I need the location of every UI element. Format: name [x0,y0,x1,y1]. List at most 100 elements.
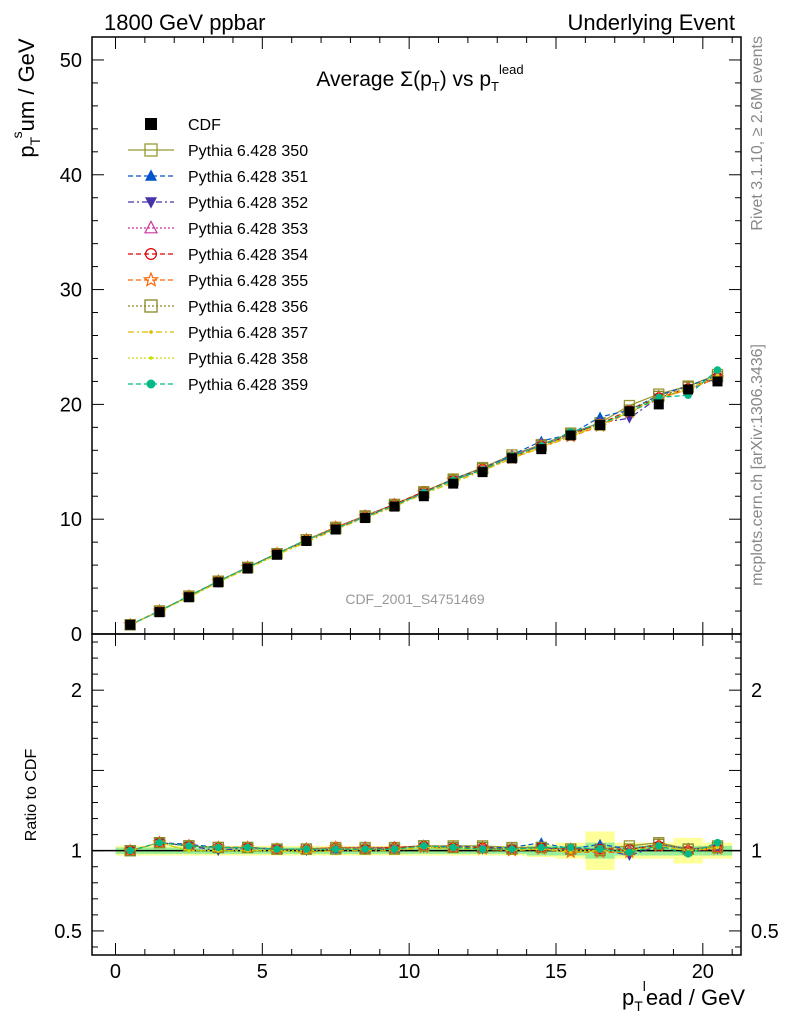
legend-label-cdf: CDF [188,117,221,134]
cdf-data-point [154,607,165,618]
legend-label: Pythia 6.428 359 [188,377,308,394]
mcplots-label: mcplots.cern.ch [arXiv:1306.3436] [749,344,766,586]
rivet-label: Rivet 3.1.10, ≥ 2.6M events [749,36,766,231]
legend-marker [145,169,157,181]
legend-marker [144,299,158,313]
ratio-series-point [243,843,252,852]
ratio-y-tick-label-right: 0.5 [751,921,779,943]
ratio-series-point [715,845,720,850]
cdf-data-point [125,619,136,630]
cdf-data-point [330,524,341,535]
ratio-series-point [508,845,516,853]
cdf-data-point [683,384,694,395]
ratio-y-tick-label-right: 2 [751,680,762,702]
series-point [713,366,722,374]
cdf-data-point [301,536,312,547]
legend-marker [146,379,156,389]
xlabel-sup: l [643,978,646,994]
xlabel: pTlead / GeV [622,978,745,1014]
analysis-watermark: CDF_2001_S4751469 [345,591,485,607]
legend-label: Pythia 6.428 355 [188,273,308,290]
x-tick-label: 15 [545,961,567,983]
x-tick-label: 20 [692,961,714,983]
xlabel-rest: ead / GeV [646,985,745,1010]
ratio-y-tick-label-left: 2 [71,680,82,702]
main-ylabel: pTsum / GeV [9,38,43,157]
cdf-data-point [712,376,723,387]
main-ylabel-p: p [14,145,39,157]
header-left: 1800 GeV ppbar [104,10,265,35]
legend-marker [142,271,160,287]
series-point [595,411,606,422]
ratio-series-point [361,845,369,853]
ratio-series-line [130,841,718,852]
main-title-part1: Average Σ(p [316,68,431,91]
ratio-series-point [625,848,634,857]
x-tick-label: 5 [257,961,268,983]
ratio-series-point [273,845,281,853]
legend-label: Pythia 6.428 356 [188,299,308,316]
ratio-series-point [126,846,134,855]
main-ylabel-sup: s [9,131,25,138]
ratio-series-point [537,843,546,852]
cdf-data-point [565,430,576,441]
main-title-sup2: lead [499,62,524,77]
xlabel-sub: T [634,998,643,1014]
cdf-data-point [360,513,371,524]
main-ylabel-rest: um / GeV [14,38,39,131]
legend-label: Pythia 6.428 357 [188,325,308,342]
ratio-series-point [596,845,604,853]
legend-marker [149,330,153,334]
cdf-data-point [477,467,488,478]
legend-label: Pythia 6.428 354 [188,247,308,264]
main-title-sub1: T [432,79,440,94]
cdf-data-point [595,420,606,431]
ratio-series-point [713,838,722,847]
legend-label: Pythia 6.428 350 [188,143,308,160]
main-title: Average Σ(pT) vs pTlead [316,62,523,94]
cdf-data-point [624,406,635,417]
ratio-series-point [684,850,692,858]
cdf-data-point [389,501,400,512]
ratio-series-point [155,838,164,847]
main-axes: 0 10 20 30 40 50 [60,36,742,646]
cdf-data-point [213,577,224,588]
legend-marker [145,197,157,209]
legend-marker [145,248,158,261]
series-line [129,376,718,626]
ratio-series-point [187,848,191,853]
legend-marker [149,356,153,360]
main-y-tick-label: 10 [60,509,82,531]
cdf-data-point [448,478,459,489]
ratio-frame [91,633,742,956]
x-tick-label: 0 [110,961,121,983]
legend-marker-cdf [145,118,157,130]
main-y-tick-label: 20 [60,394,82,416]
legend: CDF Pythia 6.428 350 Pythia 6.428 351 Pythi… [128,117,308,394]
main-title-part2: ) vs p [440,68,491,91]
cdf-data-point [536,444,547,455]
legend-marker [144,220,158,234]
ratio-series-point [420,842,428,850]
ratio-series-line [130,841,718,855]
main-y-tick-label: 30 [60,280,82,302]
ratio-series-point [302,845,311,853]
legend-marker [144,143,158,157]
cdf-data-point [418,491,429,502]
cdf-data-point [506,453,517,464]
main-series-group [123,366,725,631]
cdf-data-point [653,399,664,410]
ratio-series-point [214,843,223,852]
x-tick-label: 10 [398,961,420,983]
main-y-tick-label: 50 [60,50,82,72]
series-point [655,393,663,402]
cdf-data-point [272,549,283,560]
ratio-y-tick-label-right: 1 [751,841,762,863]
legend-label: Pythia 6.428 351 [188,169,308,186]
legend-label: Pythia 6.428 358 [188,351,308,368]
xlabel-p: p [622,985,634,1010]
ratio-series-point [563,844,578,859]
legend-label: Pythia 6.428 353 [188,221,308,238]
ratio-axes: 0 5 10 15 20 0.5 0.5 1 1 2 2 [54,633,779,983]
